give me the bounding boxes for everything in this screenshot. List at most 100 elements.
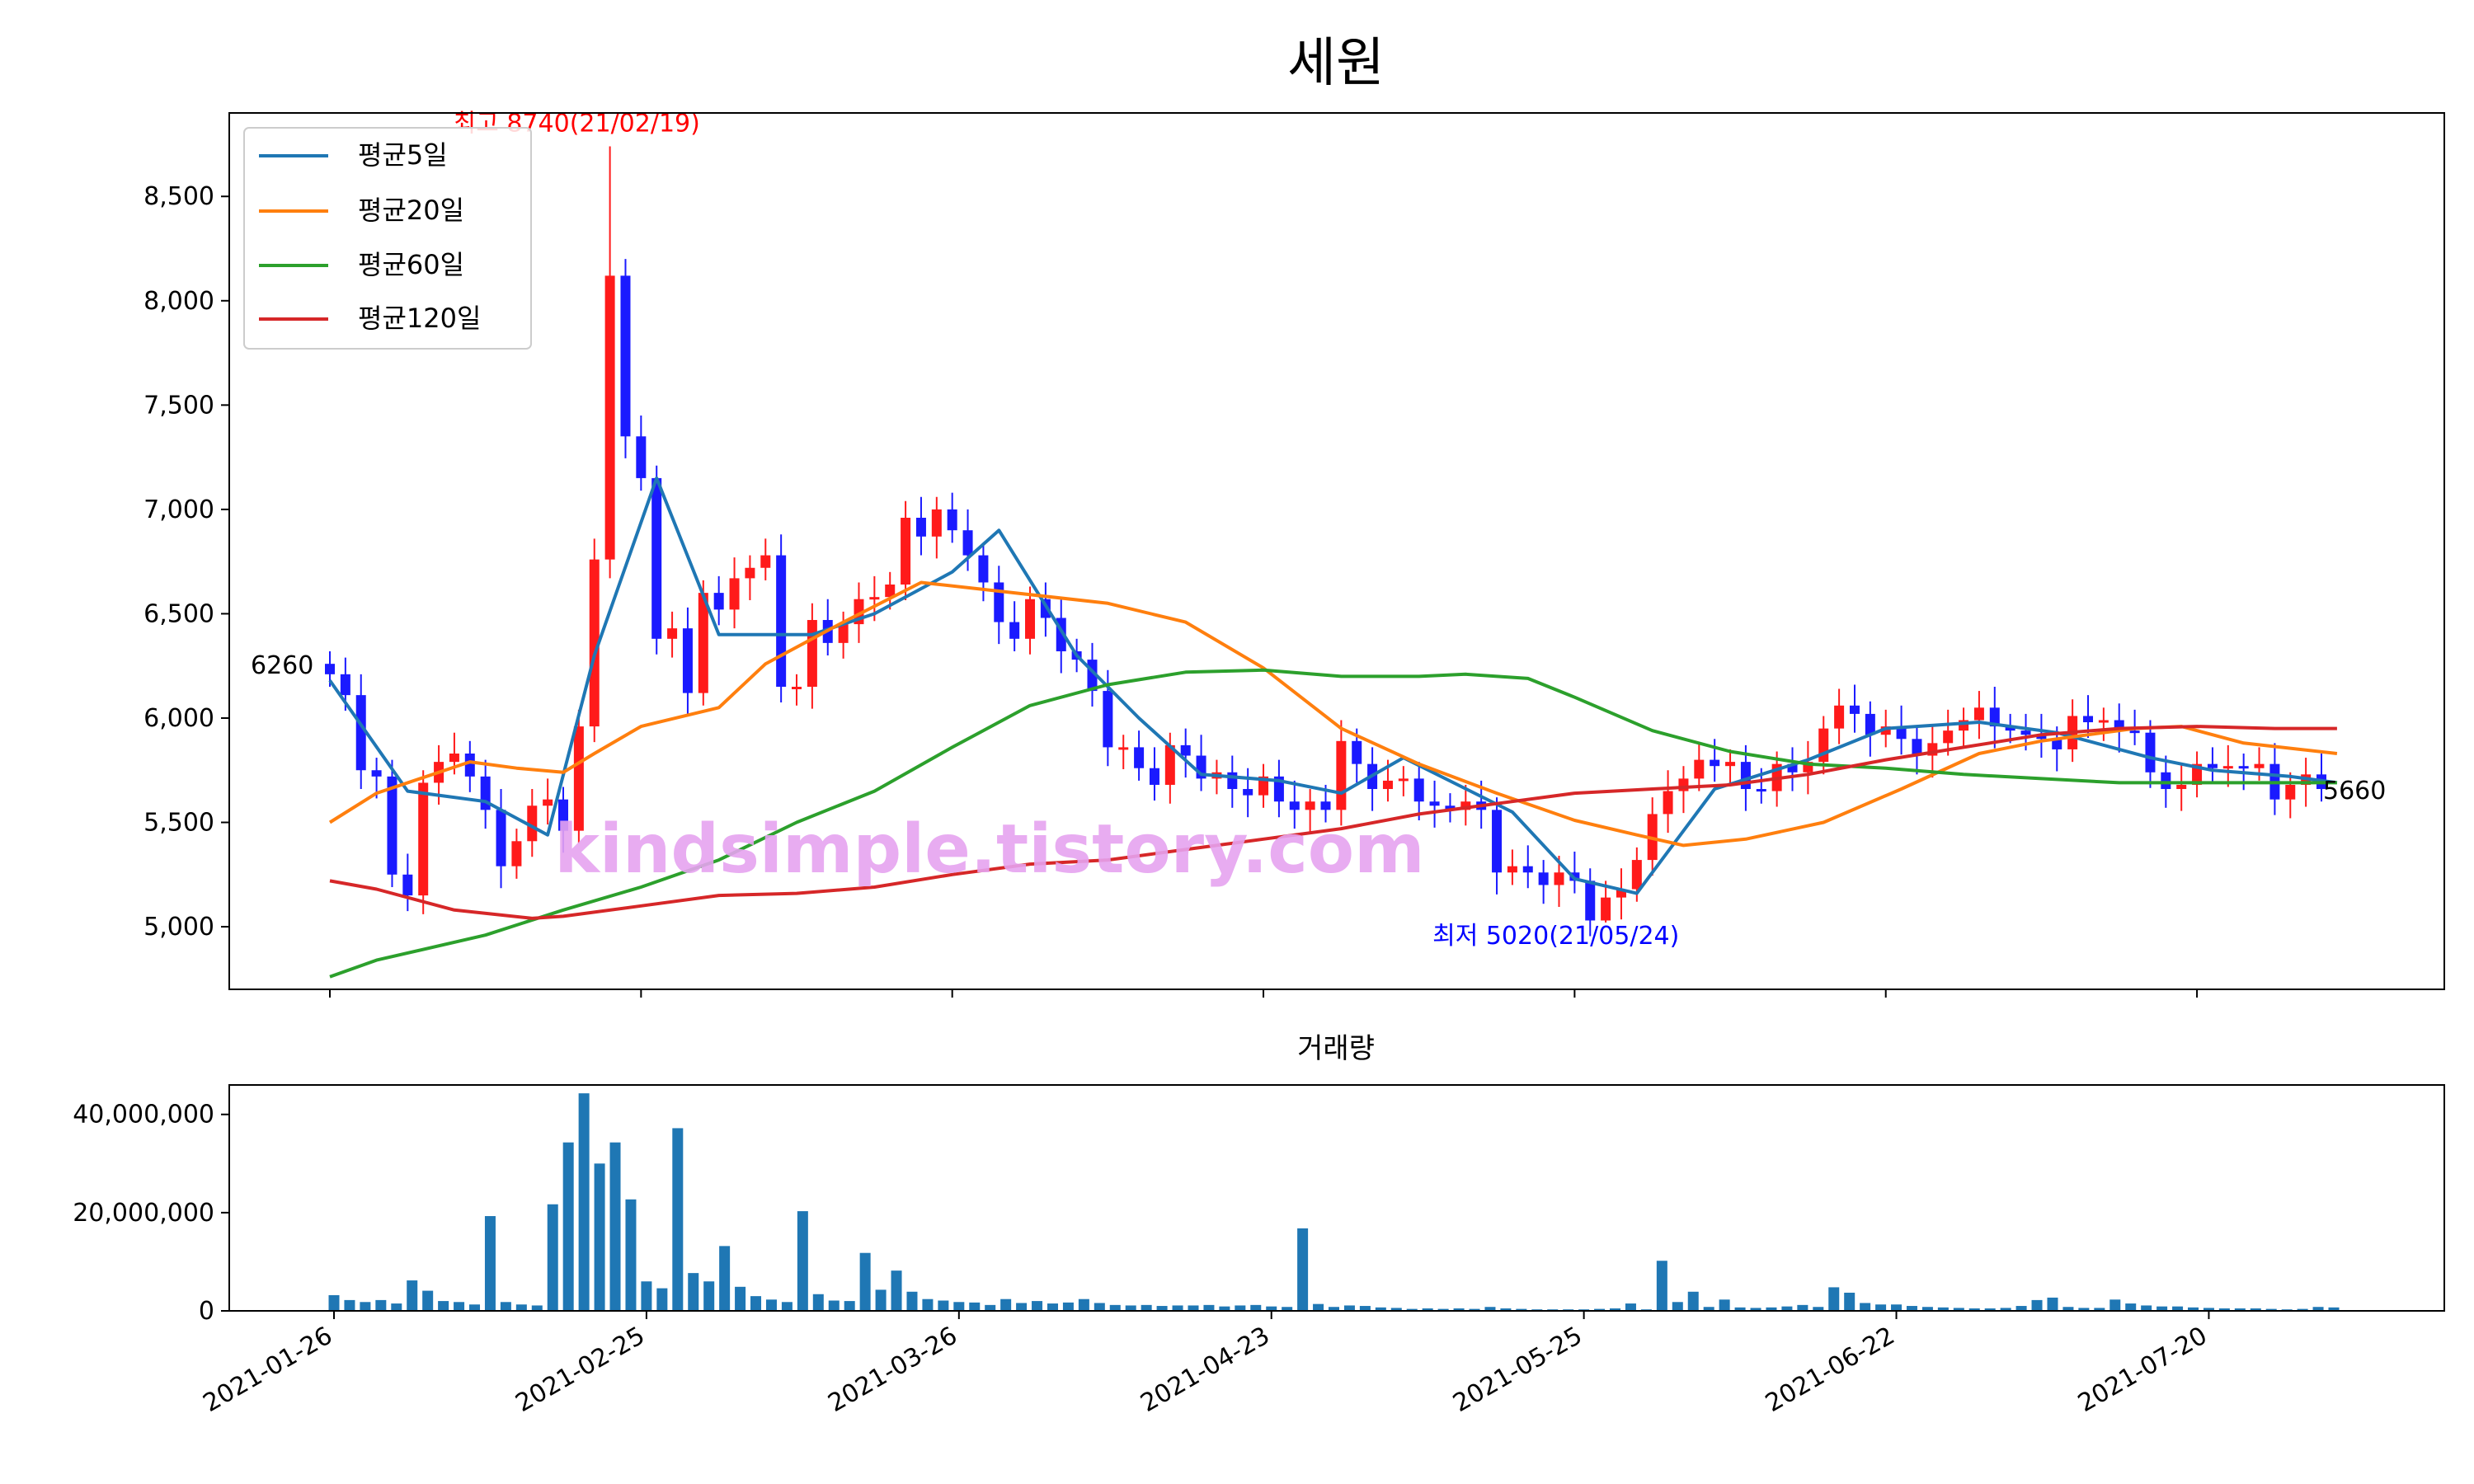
candle-body bbox=[2176, 784, 2187, 790]
candle-body bbox=[1336, 740, 1347, 810]
volume-bar bbox=[672, 1128, 684, 1311]
last-close-annotation: 5660 bbox=[2323, 777, 2386, 805]
candle-body bbox=[496, 810, 506, 866]
volume-bar bbox=[1750, 1308, 1761, 1311]
volume-bar bbox=[1297, 1228, 1309, 1311]
candle-body bbox=[1616, 889, 1626, 898]
legend-label-ma20: 평균20일 bbox=[358, 195, 464, 226]
volume-bar bbox=[547, 1204, 558, 1311]
candle-body bbox=[1429, 801, 1440, 806]
volume-bar bbox=[750, 1296, 762, 1311]
candle-body bbox=[1320, 801, 1331, 810]
candle-body bbox=[1880, 726, 1891, 735]
volume-bar bbox=[2125, 1303, 2137, 1311]
volume-bar bbox=[828, 1300, 840, 1311]
volume-bar bbox=[2157, 1306, 2168, 1311]
volume-bar bbox=[422, 1290, 434, 1311]
candle-body bbox=[1164, 744, 1175, 785]
volume-bar bbox=[407, 1280, 418, 1311]
candle-body bbox=[682, 628, 693, 693]
volume-bar bbox=[1188, 1305, 1199, 1311]
volume-bar bbox=[2000, 1308, 2011, 1311]
candle-body bbox=[1989, 707, 2000, 727]
volume-bar bbox=[2094, 1308, 2105, 1311]
volume-bar bbox=[1500, 1308, 1512, 1311]
volume-bar bbox=[1844, 1292, 1856, 1311]
legend-label-ma120: 평균120일 bbox=[358, 303, 481, 334]
volume-bar bbox=[1906, 1306, 1917, 1311]
candle-body bbox=[527, 805, 538, 842]
volume-bar bbox=[1719, 1299, 1730, 1311]
candle-body bbox=[1134, 747, 1145, 768]
candle-body bbox=[2207, 763, 2218, 768]
volume-bar bbox=[938, 1300, 949, 1311]
price-y-tick-label: 8,500 bbox=[143, 182, 214, 211]
volume-bar bbox=[2297, 1308, 2308, 1311]
volume-bar bbox=[906, 1291, 918, 1311]
first-close-annotation: 6260 bbox=[251, 651, 313, 680]
candle-body bbox=[340, 674, 350, 696]
volume-bar bbox=[641, 1281, 652, 1311]
candle-body bbox=[1025, 599, 1036, 639]
candle-body bbox=[1849, 705, 1860, 714]
candle-body bbox=[745, 567, 755, 579]
volume-y-tick-label: 0 bbox=[199, 1297, 214, 1326]
volume-bar bbox=[891, 1270, 902, 1311]
volume-bar bbox=[1343, 1305, 1355, 1311]
volume-bar bbox=[2187, 1307, 2199, 1311]
candle-body bbox=[1601, 897, 1611, 921]
candle-body bbox=[1445, 805, 1456, 810]
candle-body bbox=[1973, 707, 1984, 721]
volume-bar bbox=[1235, 1305, 1246, 1311]
candle-body bbox=[1631, 860, 1642, 890]
candle-body bbox=[651, 477, 662, 639]
volume-bar bbox=[2203, 1308, 2214, 1311]
volume-y-tick-label: 40,000,000 bbox=[73, 1101, 214, 1129]
volume-bar bbox=[1437, 1308, 1449, 1311]
volume-bar bbox=[1094, 1303, 1105, 1311]
candle-body bbox=[760, 555, 771, 568]
volume-bar bbox=[1828, 1287, 1840, 1311]
volume-bar bbox=[1282, 1307, 1293, 1311]
candle-body bbox=[838, 624, 849, 643]
volume-bar bbox=[1687, 1291, 1699, 1311]
candle-body bbox=[620, 275, 631, 437]
candle-body bbox=[1289, 801, 1300, 810]
volume-bar bbox=[2031, 1299, 2043, 1311]
volume-bar bbox=[609, 1142, 621, 1311]
candle-body bbox=[1507, 866, 1517, 873]
volume-bar bbox=[1219, 1306, 1230, 1311]
volume-bar bbox=[454, 1302, 465, 1311]
candle-body bbox=[2129, 730, 2140, 734]
volume-bar bbox=[1390, 1308, 1402, 1311]
candle-body bbox=[1912, 739, 1922, 756]
volume-bar bbox=[969, 1302, 981, 1311]
candle-body bbox=[1398, 778, 1409, 782]
volume-bar bbox=[844, 1301, 855, 1311]
candle-body bbox=[1492, 810, 1503, 873]
volume-bar bbox=[1000, 1298, 1012, 1311]
price-y-tick-label: 6,500 bbox=[143, 599, 214, 628]
candle-body bbox=[713, 593, 724, 610]
volume-bar bbox=[656, 1288, 668, 1311]
candle-body bbox=[994, 582, 1004, 622]
candle-body bbox=[1243, 789, 1253, 796]
volume-bar bbox=[328, 1294, 340, 1311]
date-tick-label: 2021-07-20 bbox=[2073, 1322, 2212, 1418]
price-y-tick-label: 8,000 bbox=[143, 287, 214, 316]
candle-body bbox=[901, 518, 911, 585]
price-y-tick-label: 7,000 bbox=[143, 495, 214, 524]
volume-bar bbox=[1766, 1307, 1777, 1311]
candle-body bbox=[325, 664, 335, 674]
volume-bar bbox=[2015, 1306, 2027, 1311]
candle-body bbox=[1118, 747, 1129, 750]
volume-bar bbox=[1125, 1305, 1136, 1311]
candle-body bbox=[1818, 728, 1829, 763]
moving-average-lines bbox=[328, 476, 2338, 979]
volume-bar bbox=[1156, 1306, 1168, 1311]
volume-bar bbox=[1032, 1301, 1043, 1311]
volume-bar bbox=[1266, 1306, 1277, 1311]
candle-body bbox=[464, 754, 475, 777]
candle-body bbox=[1352, 740, 1362, 764]
candle-body bbox=[1896, 726, 1907, 740]
